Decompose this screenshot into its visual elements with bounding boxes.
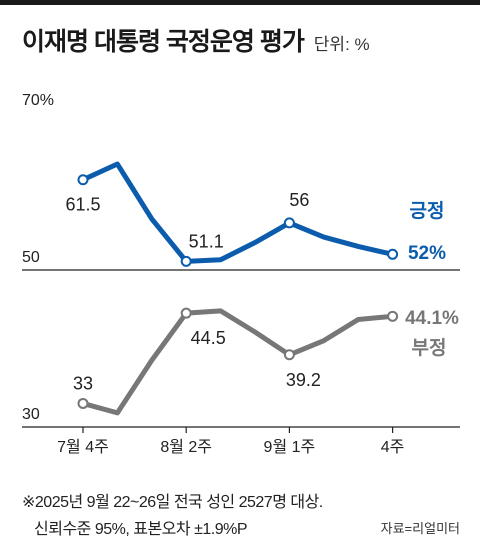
positive-point-end bbox=[387, 248, 399, 260]
negative-line bbox=[80, 308, 396, 416]
x-tick-label-0: 7월 4주 bbox=[57, 438, 109, 456]
y-tick-label-2: 30 bbox=[22, 406, 40, 423]
chart-title-block: 이재명 대통령 국정운영 평가 단위: % bbox=[22, 22, 370, 58]
top-rule bbox=[0, 0, 480, 5]
negative-series-name: 부정 bbox=[412, 337, 447, 359]
negative-data-label-0: 33 bbox=[73, 373, 93, 393]
footnote-survey: ※2025년 9월 22~26일 전국 성인 2527명 대상. bbox=[22, 494, 323, 511]
y-tick-label-1: 50 bbox=[22, 249, 40, 266]
footnote-margin: 신뢰수준 95%, 표본오차 ±1.9%P bbox=[34, 521, 248, 538]
positive-point-0 bbox=[77, 174, 89, 186]
negative-point-0 bbox=[77, 397, 89, 409]
negative-point-end bbox=[387, 310, 399, 322]
unit-label: 단위: % bbox=[313, 35, 370, 54]
positive-data-label-2: 56 bbox=[289, 190, 309, 210]
positive-line bbox=[80, 161, 396, 264]
positive-point-2 bbox=[283, 217, 295, 229]
source-label: 자료=리얼미터 bbox=[380, 521, 460, 536]
x-tick-label-3: 4주 bbox=[381, 439, 405, 456]
positive-data-label-1: 51.1 bbox=[189, 231, 224, 251]
negative-end-value: 44.1% bbox=[405, 308, 459, 329]
y-tick-label-0: 70% bbox=[22, 92, 54, 109]
negative-data-label-2: 39.2 bbox=[286, 370, 321, 390]
positive-point-1 bbox=[180, 255, 192, 267]
positive-data-label-0: 61.5 bbox=[65, 195, 100, 215]
line-chart: 70% 50 30 7월 4주 8월 2주 9월 1주 4주 61.5 51.1 56 긍정 52% 3… bbox=[22, 92, 460, 456]
negative-point-1 bbox=[180, 307, 192, 319]
x-tick-label-1: 8월 2주 bbox=[160, 438, 212, 456]
negative-point-2 bbox=[283, 349, 295, 361]
chart-title: 이재명 대통령 국정운영 평가 bbox=[22, 28, 305, 56]
positive-series-name: 긍정 bbox=[410, 200, 445, 222]
negative-data-label-1: 44.5 bbox=[191, 328, 226, 348]
x-tick-label-2: 9월 1주 bbox=[264, 438, 316, 456]
positive-end-value: 52% bbox=[408, 243, 446, 264]
